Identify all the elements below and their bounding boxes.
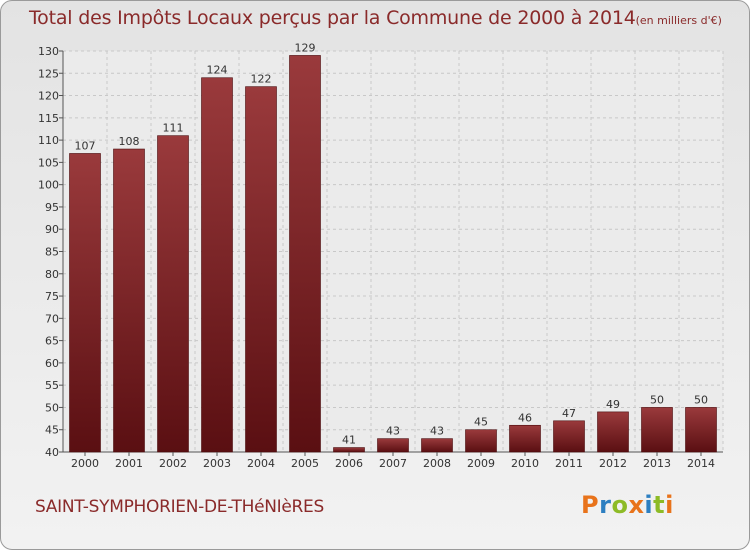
y-tick-label: 60 <box>45 357 59 370</box>
logo-letter: x <box>628 491 645 519</box>
bar-2002 <box>157 135 189 453</box>
x-tick-label-2014: 2014 <box>687 457 715 470</box>
data-label-2012: 49 <box>606 398 620 411</box>
y-tick-label: 40 <box>45 446 59 459</box>
y-tick-label: 65 <box>45 335 59 348</box>
x-tick-label-2002: 2002 <box>159 457 187 470</box>
data-label-2009: 45 <box>474 416 488 429</box>
data-label-2004: 122 <box>251 73 272 86</box>
x-tick-label-2006: 2006 <box>335 457 363 470</box>
y-tick-label: 70 <box>45 312 59 325</box>
y-tick-label: 90 <box>45 223 59 236</box>
logo-letter: i <box>644 491 654 519</box>
data-label-2007: 43 <box>386 425 400 438</box>
bar-2000 <box>69 153 101 453</box>
data-label-2003: 124 <box>207 64 228 77</box>
logo-letter: i <box>665 491 674 519</box>
bar-2007 <box>377 438 409 453</box>
title-unit: (en milliers d'€) <box>635 14 722 27</box>
data-label-2006: 41 <box>342 434 356 447</box>
bar-2014 <box>685 407 717 453</box>
y-tick-label: 100 <box>38 179 59 192</box>
x-tick-label-2003: 2003 <box>203 457 231 470</box>
bar-2001 <box>113 148 145 453</box>
data-label-2013: 50 <box>650 393 664 406</box>
y-tick-label: 95 <box>45 201 59 214</box>
x-tick-label-2000: 2000 <box>71 457 99 470</box>
data-label-2010: 46 <box>518 411 532 424</box>
y-tick-label: 85 <box>45 246 59 259</box>
x-tick-label-2011: 2011 <box>555 457 583 470</box>
logo-letter: P <box>581 491 600 519</box>
logo-letter: r <box>599 491 612 519</box>
bar-2008 <box>421 438 453 453</box>
x-tick-label-2012: 2012 <box>599 457 627 470</box>
bar-2004 <box>245 86 277 453</box>
y-tick-label: 120 <box>38 90 59 103</box>
bar-2012 <box>597 411 629 453</box>
y-tick-label: 45 <box>45 424 59 437</box>
title-text: Total des Impôts Locaux perçus par la Co… <box>29 7 636 29</box>
commune-name: SAINT-SYMPHORIEN-DE-THéNIèRES <box>35 497 324 517</box>
proxiti-logo[interactable]: Proxiti <box>581 491 674 519</box>
y-tick-label: 105 <box>38 156 59 169</box>
x-tick-label-2010: 2010 <box>511 457 539 470</box>
logo-letter: o <box>611 491 629 519</box>
y-tick-label: 50 <box>45 401 59 414</box>
bar-2006 <box>333 447 365 453</box>
x-tick-label-2005: 2005 <box>291 457 319 470</box>
x-tick-label-2007: 2007 <box>379 457 407 470</box>
data-label-2011: 47 <box>562 407 576 420</box>
y-tick-label: 110 <box>38 134 59 147</box>
y-tick-label: 80 <box>45 268 59 281</box>
x-tick-label-2013: 2013 <box>643 457 671 470</box>
x-tick-label-2004: 2004 <box>247 457 275 470</box>
bar-2011 <box>553 420 585 453</box>
bar-2009 <box>465 429 497 453</box>
data-label-2001: 108 <box>119 135 140 148</box>
chart-title: Total des Impôts Locaux perçus par la Co… <box>29 7 722 29</box>
x-tick-label-2009: 2009 <box>467 457 495 470</box>
data-label-2008: 43 <box>430 425 444 438</box>
data-label-2002: 111 <box>163 122 184 135</box>
y-tick-label: 115 <box>38 112 59 125</box>
y-tick-label: 125 <box>38 67 59 80</box>
bar-2010 <box>509 424 541 453</box>
data-label-2000: 107 <box>75 139 96 152</box>
y-tick-label: 75 <box>45 290 59 303</box>
y-tick-label: 130 <box>38 45 59 58</box>
y-tick-label: 55 <box>45 379 59 392</box>
x-tick-label-2001: 2001 <box>115 457 143 470</box>
logo-letter: t <box>653 491 666 519</box>
data-label-2005: 129 <box>295 41 316 54</box>
data-label-2014: 50 <box>694 393 708 406</box>
x-tick-label-2008: 2008 <box>423 457 451 470</box>
bar-2003 <box>201 77 233 453</box>
bar-2005 <box>289 55 321 453</box>
bar-2013 <box>641 407 673 453</box>
